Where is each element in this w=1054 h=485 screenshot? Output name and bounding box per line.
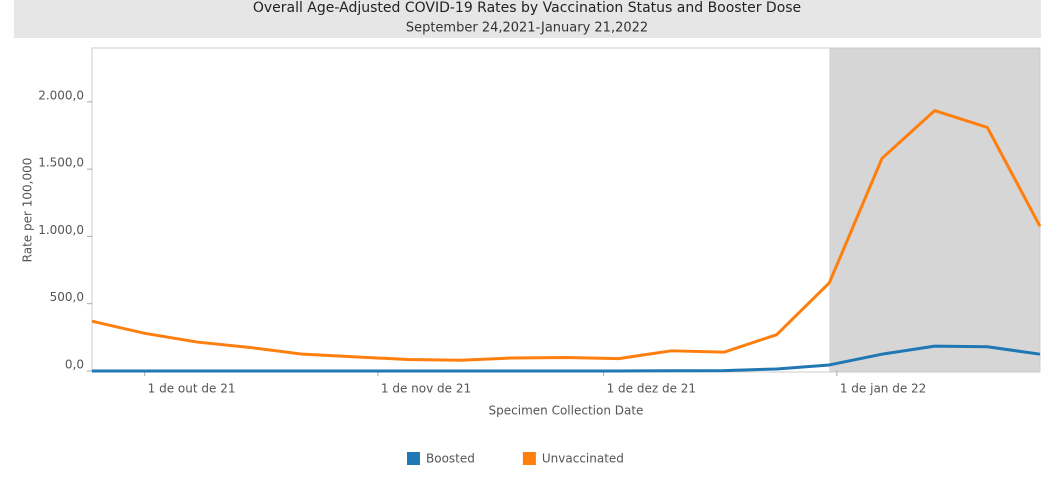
x-axis-label: Specimen Collection Date [489,404,644,418]
y-tick-label: 1.000,0 [38,223,84,237]
y-axis-label: Rate per 100,000 [21,158,35,263]
legend-label: Boosted [426,452,475,466]
chart-subtitle: September 24,2021-January 21,2022 [406,21,648,36]
x-tick-label: 1 de out de 21 [148,382,236,396]
shaded-period [829,48,1040,372]
series-line [91,109,1042,362]
legend-label: Unvaccinated [542,452,624,466]
legend-swatch [522,452,536,465]
series-line [92,344,1041,373]
chart-title: Overall Age-Adjusted COVID-19 Rates by V… [253,0,801,16]
y-tick-label: 2.000,0 [38,88,84,102]
x-tick-label: 1 de nov de 21 [381,382,471,396]
y-tick-label: 1.500,0 [38,156,84,170]
x-tick-label: 1 de jan de 22 [840,382,926,396]
y-tick-label: 500,0 [50,290,84,304]
legend-swatch [407,452,420,465]
title-band [14,0,1041,38]
y-tick-label: 0,0 [65,358,84,372]
x-tick-label: 1 de dez de 21 [607,382,696,396]
